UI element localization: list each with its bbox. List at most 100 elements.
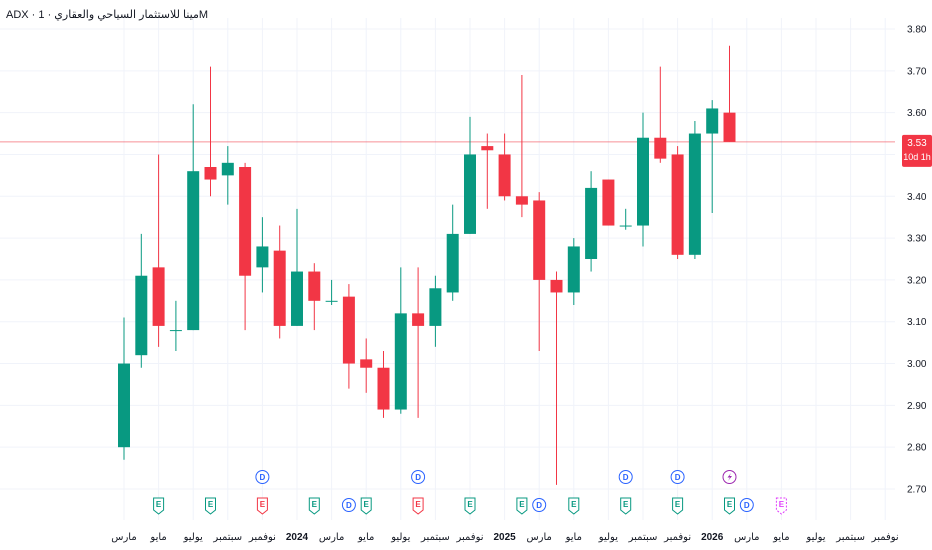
candle-body — [688, 133, 701, 255]
earnings-letter: E — [571, 500, 577, 509]
dividend-icon — [532, 498, 547, 512]
candle-body — [342, 296, 355, 364]
lightning-icon — [727, 473, 732, 481]
dividend-letter: D — [346, 501, 352, 510]
candle — [688, 121, 701, 259]
earnings-marker[interactable]: E — [412, 497, 424, 515]
earnings-letter: E — [312, 500, 318, 509]
candle-body — [671, 154, 684, 255]
dividend-icon — [411, 470, 426, 484]
earnings-marker[interactable]: E — [153, 497, 165, 515]
candle-body — [118, 363, 130, 448]
earnings-marker[interactable]: E — [308, 497, 320, 515]
dividend-marker[interactable]: D — [532, 498, 547, 512]
price-axis[interactable]: 2.702.802.903.003.103.203.303.403.503.60… — [907, 25, 927, 496]
candle — [602, 179, 615, 226]
candle-body — [169, 330, 182, 332]
time-tick-label: سبتمبر — [212, 532, 242, 543]
earnings-letter: E — [675, 500, 681, 509]
earnings-letter: E — [519, 500, 525, 509]
candle — [273, 225, 286, 339]
candle-body — [204, 167, 217, 180]
dividend-letter: D — [260, 473, 266, 482]
candle-body — [360, 359, 373, 368]
earnings-marker[interactable]: E — [724, 497, 735, 515]
earnings-marker[interactable]: E — [256, 497, 268, 515]
candle — [377, 351, 390, 418]
earnings-marker[interactable]: E — [568, 497, 580, 515]
earnings-icon — [620, 497, 632, 515]
candle — [394, 267, 407, 414]
time-tick-label: 2025 — [493, 532, 516, 543]
candle — [135, 233, 148, 368]
candle-body — [550, 279, 563, 293]
candle — [256, 217, 269, 293]
earnings-marker[interactable]: E — [620, 497, 632, 515]
candle — [498, 133, 511, 201]
candle — [515, 75, 528, 218]
candle — [342, 284, 355, 389]
time-tick-label: 2024 — [286, 532, 309, 543]
candle — [412, 267, 425, 418]
candle-body — [481, 146, 494, 151]
candle — [291, 208, 303, 326]
candle-body — [377, 367, 390, 410]
dividend-letter: D — [536, 501, 542, 510]
price-tick-label: 3.70 — [907, 66, 927, 77]
dividend-marker[interactable]: D — [411, 470, 426, 484]
current-price-label: 3.53 — [907, 138, 927, 149]
time-tick-label: سبتمبر — [420, 532, 450, 543]
split-marker[interactable] — [722, 470, 737, 484]
price-tick-label: 3.80 — [907, 25, 927, 36]
candle — [325, 279, 338, 305]
time-tick-label: يوليو — [390, 532, 410, 543]
price-tick-label: 3.10 — [907, 317, 927, 328]
candle — [187, 104, 200, 331]
earnings-marker[interactable]: E — [360, 497, 372, 515]
candle-body — [446, 233, 459, 293]
candle — [637, 112, 649, 247]
earnings-marker[interactable]: E — [464, 497, 476, 515]
time-axis[interactable]: مارس مايو يوليو سبتمبر نوفمبر 2024 مارس مايو يول… — [111, 532, 898, 543]
dividend-marker[interactable]: D — [739, 498, 754, 512]
earnings-marker[interactable]: E — [516, 497, 528, 515]
dividend-letter: D — [623, 473, 629, 482]
candle — [706, 100, 719, 213]
earnings-marker[interactable]: E — [775, 497, 787, 515]
price-tick-label: 3.30 — [907, 234, 927, 245]
candle — [204, 66, 217, 197]
candle-body — [585, 187, 598, 259]
dividend-icon — [618, 470, 633, 484]
time-tick-label: نوفمبر — [871, 532, 899, 543]
earnings-icon — [205, 497, 216, 515]
dividend-marker[interactable]: D — [341, 498, 356, 512]
earnings-icon — [672, 497, 684, 515]
earnings-marker[interactable]: E — [205, 497, 216, 515]
dividend-letter: D — [675, 473, 681, 482]
dividend-marker[interactable]: D — [255, 470, 270, 484]
candle-body — [325, 300, 338, 302]
dividend-marker[interactable]: D — [618, 470, 633, 484]
candle-body — [498, 154, 511, 197]
candle — [169, 300, 182, 351]
time-tick-label: مايو — [565, 532, 582, 543]
price-tag-bg — [902, 134, 932, 167]
time-tick-label: سبتمبر — [628, 532, 658, 543]
time-tick-label: يوليو — [183, 532, 203, 543]
dividend-marker[interactable]: D — [670, 470, 685, 484]
bar-countdown-label: 10d 1h — [903, 152, 931, 162]
dividend-letter: D — [744, 501, 750, 510]
candle-body — [273, 250, 286, 326]
candle-body — [308, 271, 321, 301]
time-tick-label: 2026 — [701, 532, 724, 543]
candle — [429, 275, 442, 347]
candle — [118, 317, 130, 460]
candle-body — [464, 154, 476, 234]
candle — [585, 171, 598, 272]
candle-body — [239, 167, 252, 276]
earnings-marker[interactable]: E — [672, 497, 684, 515]
earnings-icon — [308, 497, 320, 515]
earnings-letter: E — [156, 500, 162, 509]
candle — [446, 204, 459, 301]
earnings-letter: E — [208, 500, 214, 509]
